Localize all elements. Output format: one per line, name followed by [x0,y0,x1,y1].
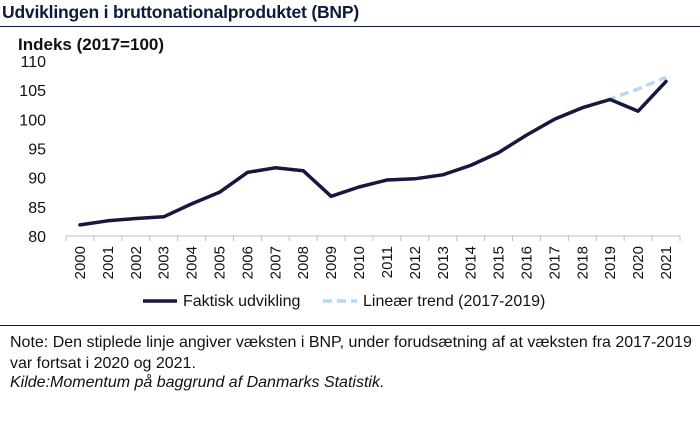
y-tick-label: 110 [20,54,46,71]
x-tick-label: 2012 [407,246,424,279]
x-tick-label: 2018 [574,246,591,279]
x-tick-label: 2009 [323,246,340,279]
footer-divider [0,325,700,326]
legend-label: Lineær trend (2017-2019) [363,293,545,310]
x-tick-label: 2016 [519,246,536,279]
chart-note: Note: Den stiplede linje angiver væksten… [10,334,692,372]
x-tick-label: 2007 [267,246,284,279]
chart-source: Kilde:Momentum på baggrund af Danmarks S… [10,374,385,391]
y-tick-label: 90 [28,171,46,188]
x-tick-label: 2002 [128,246,145,279]
x-tick-label: 2011 [379,246,396,278]
title-divider [0,26,700,27]
y-tick-label: 80 [28,229,46,246]
chart-title: Udviklingen i bruttonationalproduktet (B… [2,2,359,22]
x-tick-label: 2019 [602,246,619,279]
x-tick-label: 2005 [212,246,229,279]
x-tick-label: 2001 [100,246,117,279]
x-tick-label: 2006 [239,246,256,279]
x-tick-label: 2008 [295,246,312,279]
line-chart: Indeks (2017=100) 80 85 90 95 100 105 110 2000… [18,35,681,310]
x-tick-label: 2000 [72,246,89,279]
x-tick-label: 2013 [435,246,452,279]
x-tick-label: 2003 [156,246,173,279]
y-tick-label: 85 [28,200,46,217]
x-tick-label: 2021 [658,246,675,279]
y-tick-label: 95 [28,142,46,159]
y-tick-label: 100 [19,112,46,129]
x-tick-label: 2010 [351,246,368,279]
x-tick-label: 2017 [546,246,563,279]
x-tick-label: 2020 [630,246,647,279]
y-axis-label: Indeks (2017=100) [18,35,164,54]
x-tick-label: 2015 [491,246,508,279]
actual-line [78,79,668,227]
x-tick-label: 2014 [463,246,480,279]
legend-label: Faktisk udvikling [183,293,300,310]
y-tick-label: 105 [19,83,46,100]
x-tick-label: 2004 [184,246,201,279]
